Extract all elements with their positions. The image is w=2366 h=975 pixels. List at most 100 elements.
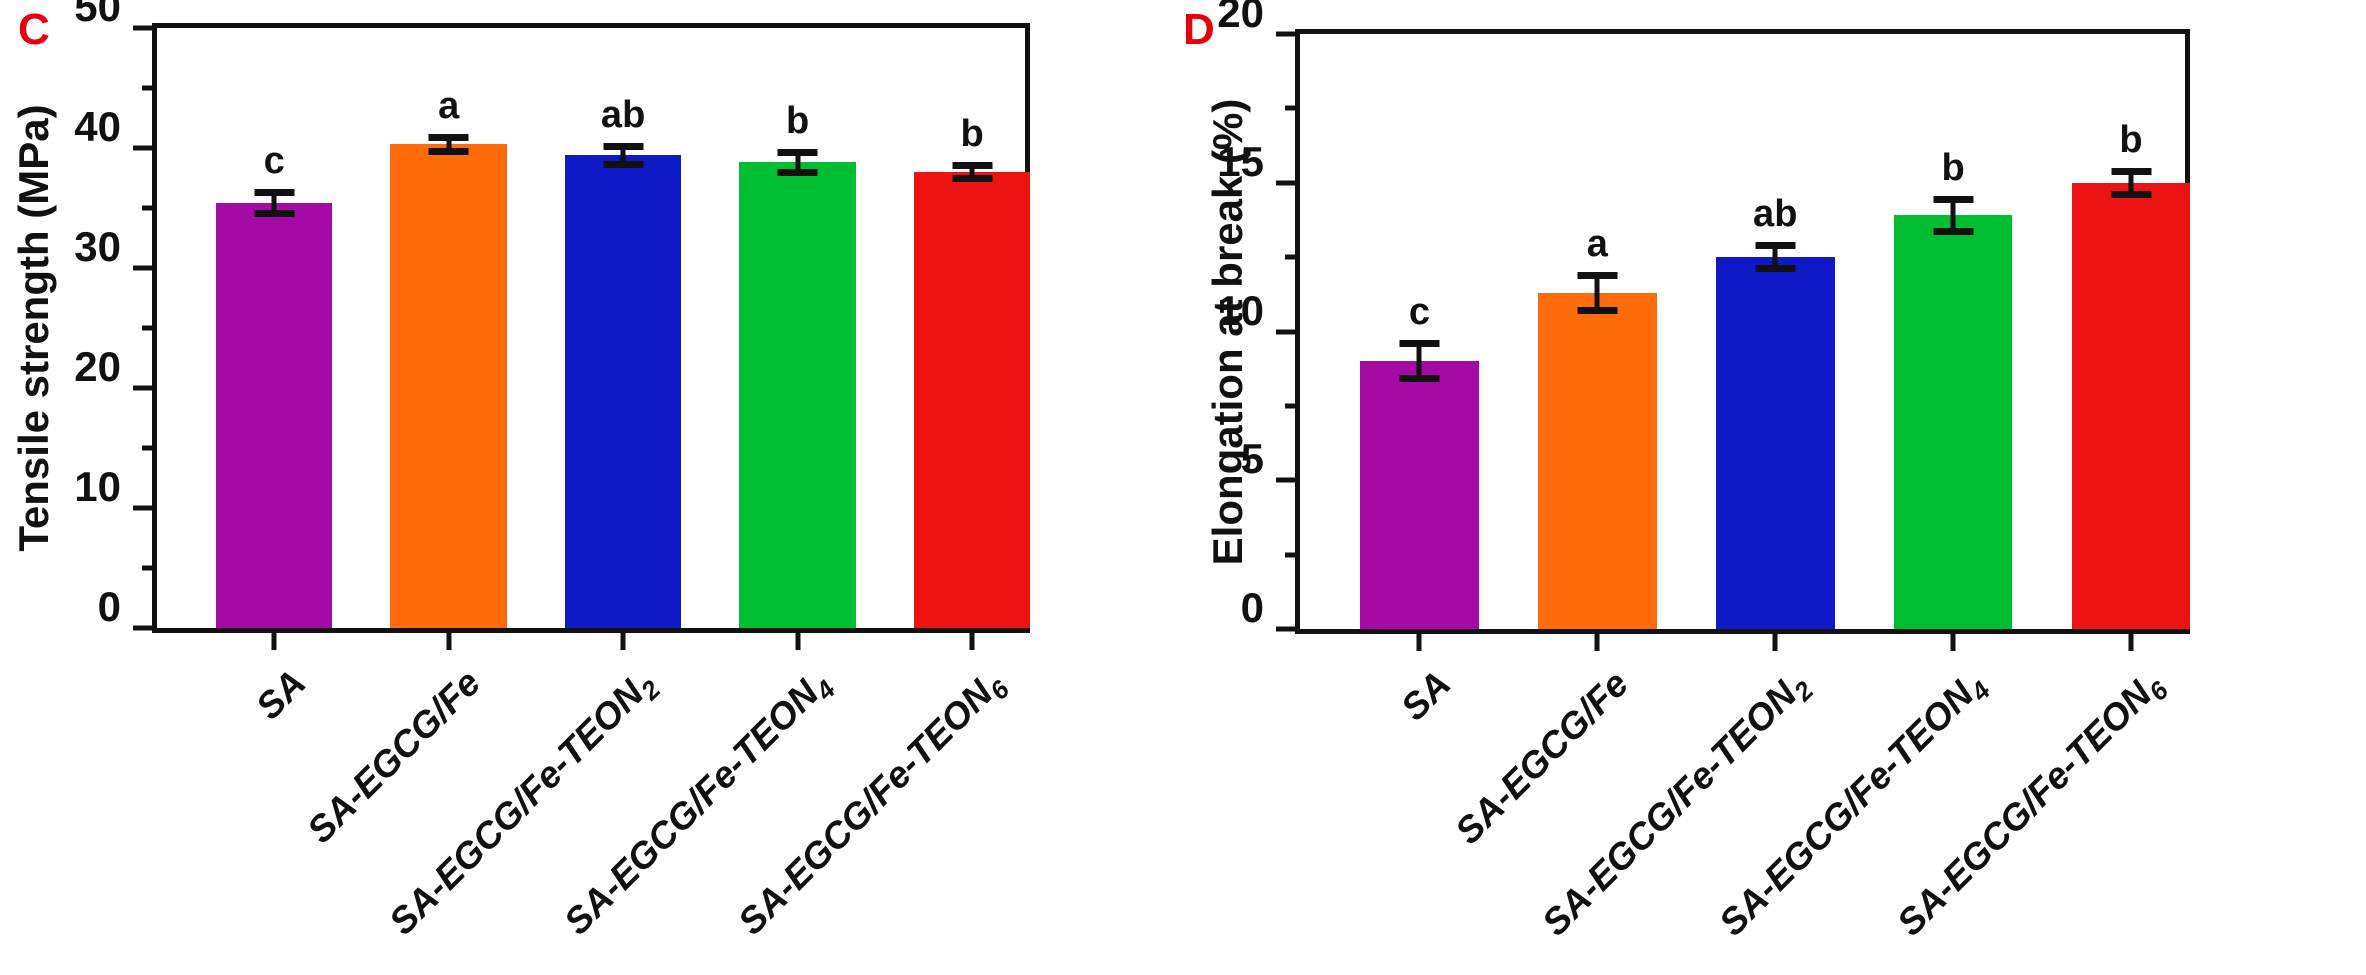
error-cap-top (1933, 196, 1974, 204)
significance-letter-SA-EGCG/Fe-TEON₂: ab (1753, 193, 1798, 236)
y-major-tick-0 (133, 625, 157, 631)
x-label-text: SA (1393, 663, 1459, 729)
bar-SA-EGCG/Fe-TEON₄ (739, 162, 856, 628)
y-major-tick-10 (133, 505, 157, 511)
error-cap-top (2111, 167, 2151, 175)
y-tick-label-10: 10 (74, 463, 121, 510)
error-cap-bottom (1399, 375, 1440, 383)
bar-SA (1360, 361, 1479, 629)
y-major-tick-0 (1276, 626, 1300, 632)
error-bar-SA-EGCG/Fe (1577, 272, 1618, 314)
y-minor-tick-7.5 (1285, 403, 1300, 409)
error-cap-bottom (603, 160, 644, 168)
y-tick-label-15: 15 (1217, 137, 1264, 185)
y-major-tick-15 (1276, 180, 1300, 186)
y-major-tick-30 (133, 265, 157, 271)
y-major-tick-20 (1276, 31, 1300, 37)
significance-letter-SA-EGCG/Fe-TEON₆: b (960, 112, 984, 155)
y-minor-tick-17.5 (1285, 105, 1300, 111)
bar-SA-EGCG/Fe-TEON₂ (564, 155, 682, 628)
error-bar-SA-EGCG/Fe-TEON₄ (1933, 196, 1974, 235)
x-tick-SA-EGCG/Fe-TEON₆ (969, 628, 975, 650)
y-minor-tick-15 (142, 445, 157, 451)
error-cap-top (1577, 272, 1618, 279)
x-tick-SA-EGCG/Fe (1594, 629, 1600, 651)
x-label-text: SA (247, 662, 314, 728)
y-tick-label-40: 40 (74, 103, 121, 150)
x-tick-SA (271, 628, 277, 650)
error-bar-SA (254, 189, 295, 217)
x-label-text: SA-EGCG/Fe (298, 662, 488, 851)
y-major-tick-20 (133, 385, 157, 391)
significance-letter-SA-EGCG/Fe-TEON₆: b (2119, 118, 2143, 161)
error-cap-bottom (254, 210, 295, 217)
error-cap-top (254, 189, 295, 197)
error-bar-SA-EGCG/Fe-TEON₆ (2111, 167, 2151, 198)
error-cap-bottom (952, 175, 993, 183)
error-cap-bottom (1577, 306, 1618, 314)
y-minor-tick-2.5 (1285, 552, 1300, 558)
significance-letter-SA: c (263, 140, 285, 183)
x-tick-SA-EGCG/Fe-TEON₂ (620, 628, 626, 650)
y-axis-title-tensile-strength: Tensile strength (MPa) (10, 104, 57, 552)
panel-letter-C: C (18, 5, 50, 54)
error-cap-top (428, 134, 469, 142)
y-minor-tick-45 (142, 85, 157, 91)
error-cap-top (952, 161, 993, 169)
error-bar-SA-EGCG/Fe (428, 134, 469, 155)
x-label-text: SA-EGCG/Fe (1447, 663, 1637, 852)
error-bar-SA-EGCG/Fe-TEON₆ (952, 161, 993, 183)
error-bar-SA-EGCG/Fe-TEON₂ (603, 142, 644, 168)
x-tick-SA-EGCG/Fe-TEON₄ (795, 628, 801, 650)
y-tick-label-10: 10 (1217, 286, 1264, 334)
y-tick-label-0: 0 (97, 583, 121, 630)
bar-SA-EGCG/Fe-TEON₆ (2071, 182, 2191, 629)
y-major-tick-40 (133, 145, 157, 151)
y-tick-label-0: 0 (1240, 584, 1264, 631)
significance-letter-SA-EGCG/Fe-TEON₄: b (785, 99, 810, 142)
significance-letter-SA-EGCG/Fe: a (1586, 222, 1608, 265)
x-tick-SA-EGCG/Fe (446, 628, 452, 650)
error-cap-bottom (428, 147, 469, 155)
error-cap-top (777, 148, 818, 156)
bar-SA (216, 203, 333, 628)
x-tick-SA-EGCG/Fe-TEON₆ (2128, 629, 2134, 651)
x-tick-SA-EGCG/Fe-TEON₄ (1950, 629, 1956, 651)
significance-letter-SA-EGCG/Fe-TEON₂: ab (600, 93, 646, 136)
y-minor-tick-5 (142, 565, 157, 571)
significance-letter-SA: c (1408, 291, 1431, 334)
error-cap-top (603, 142, 644, 150)
error-bar-SA (1399, 340, 1440, 383)
error-cap-bottom (777, 169, 818, 177)
error-cap-bottom (1755, 265, 1796, 273)
plot-area-D: 0 5 10 15 20 c SA a SA-EGCG/Fe ab SA-EGCG/Fe-TEON2… (1217, 0, 2191, 944)
y-minor-tick-35 (142, 205, 157, 211)
x-tick-SA-EGCG/Fe-TEON₂ (1772, 629, 1778, 651)
panel-letter-D: D (1183, 5, 1215, 54)
y-tick-label-50: 50 (74, 0, 121, 30)
significance-letter-SA-EGCG/Fe: a (438, 85, 460, 128)
y-major-tick-50 (133, 25, 157, 31)
error-bar-SA-EGCG/Fe-TEON₂ (1755, 242, 1796, 273)
y-tick-label-5: 5 (1240, 435, 1264, 483)
error-cap-top (1755, 242, 1796, 250)
x-tick-SA (1416, 629, 1422, 651)
error-cap-top (1399, 340, 1440, 348)
y-major-tick-10 (1276, 329, 1300, 334)
y-minor-tick-25 (142, 325, 157, 331)
y-tick-label-30: 30 (74, 223, 121, 270)
plot-area-C: 0 10 20 30 40 50 c SA a SA-EGCG/Fe ab SA-EGCG/Fe-TE… (74, 0, 1031, 943)
bar-SA-EGCG/Fe-TEON₆ (913, 172, 1031, 628)
error-bar-SA-EGCG/Fe-TEON₄ (777, 148, 818, 177)
y-tick-label-20: 20 (1217, 0, 1264, 36)
bar-SA-EGCG/Fe-TEON₄ (1893, 215, 2013, 629)
bar-SA-EGCG/Fe (1538, 292, 1657, 629)
y-minor-tick-12.5 (1285, 254, 1300, 260)
y-tick-label-20: 20 (74, 343, 121, 390)
bar-SA-EGCG/Fe (390, 144, 507, 628)
bar-SA-EGCG/Fe-TEON₂ (1715, 257, 1835, 629)
y-major-tick-5 (1276, 477, 1300, 483)
error-cap-bottom (1933, 227, 1974, 235)
error-cap-bottom (2111, 190, 2151, 198)
